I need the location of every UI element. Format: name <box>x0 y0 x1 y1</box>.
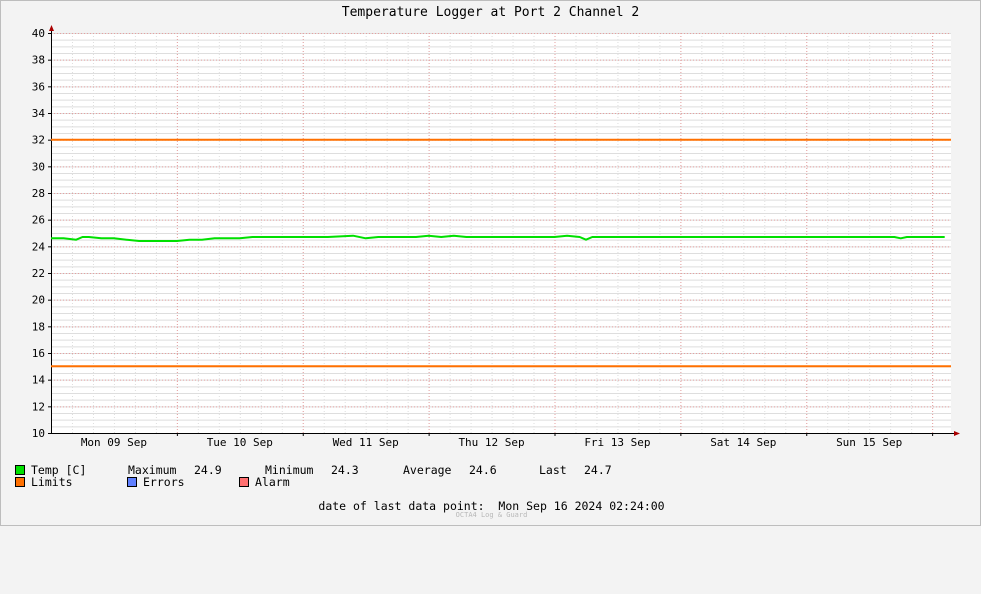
legend-row-2: Limits Errors Alarm <box>15 476 290 489</box>
x-tick-label: Wed 11 Sep <box>333 436 399 449</box>
legend-limits-label: Limits <box>31 475 73 489</box>
y-tick-label: 10 <box>32 427 45 440</box>
stat-avg-value: 24.6 <box>469 463 497 477</box>
chart-title: Temperature Logger at Port 2 Channel 2 <box>341 5 640 20</box>
x-tick-label: Fri 13 Sep <box>584 436 650 449</box>
y-axis-arrow <box>49 25 54 31</box>
y-tick-label: 16 <box>32 347 45 360</box>
legend-alarm: Alarm <box>239 476 290 489</box>
series-line-temp-c <box>51 234 945 242</box>
legend-alarm-swatch <box>239 476 249 487</box>
y-tick-label: 28 <box>32 187 45 200</box>
stat-avg-label: Average <box>403 463 452 477</box>
y-tick-label: 20 <box>32 294 45 307</box>
x-axis-arrow <box>954 431 960 436</box>
stat-max-label: Maximum <box>128 463 177 477</box>
y-tick-label: 36 <box>32 80 45 93</box>
legend-temp-swatch <box>15 464 25 475</box>
x-tick-label: Thu 12 Sep <box>458 436 524 449</box>
legend-errors: Errors <box>127 476 185 489</box>
stat-max-value: 24.9 <box>194 463 222 477</box>
last-data-label: date of last data point: <box>318 499 485 513</box>
stat-last-label: Last <box>539 463 567 477</box>
y-tick-label: 22 <box>32 267 45 280</box>
legend-alarm-label: Alarm <box>255 475 290 489</box>
stat-last-value: 24.7 <box>584 463 612 477</box>
x-tick-label: Sun 15 Sep <box>836 436 902 449</box>
last-data-value: Mon Sep 16 2024 02:24:00 <box>498 499 665 513</box>
x-tick-label: Mon 09 Sep <box>81 436 147 449</box>
x-tick-label: Sat 14 Sep <box>710 436 776 449</box>
y-tick-label: 24 <box>32 240 46 253</box>
footer-watermark: OCTA4 Log & Guard <box>455 511 528 519</box>
y-tick-label: 32 <box>32 134 45 147</box>
y-tick-label: 34 <box>32 107 46 120</box>
y-tick-label: 18 <box>32 320 45 333</box>
legend-limits-swatch <box>15 476 25 487</box>
legend-errors-label: Errors <box>143 475 185 489</box>
y-tick-label: 26 <box>32 214 45 227</box>
y-tick-label: 12 <box>32 400 45 413</box>
stat-min-value: 24.3 <box>331 463 359 477</box>
y-tick-label: 14 <box>32 374 46 387</box>
y-tick-label: 40 <box>32 27 45 40</box>
x-tick-label: Tue 10 Sep <box>207 436 273 449</box>
last-data-point: date of last data point: Mon Sep 16 2024… <box>0 499 981 513</box>
y-tick-label: 38 <box>32 54 45 67</box>
legend-temp: Temp [C] <box>15 464 86 477</box>
legend-row-1: Temp [C] Maximum 24.9 Minimum 24.3 Avera… <box>15 464 612 477</box>
chart-plot: 10 12 14 16 18 20 22 24 26 28 30 32 34 36 38 40 Mon 09 S… <box>32 25 960 449</box>
y-tick-label: 30 <box>32 160 45 173</box>
legend-temp-label: Temp [C] <box>31 463 87 477</box>
legend-errors-swatch <box>127 476 137 487</box>
legend-limits: Limits <box>15 476 73 489</box>
stat-min-label: Minimum <box>265 463 314 477</box>
